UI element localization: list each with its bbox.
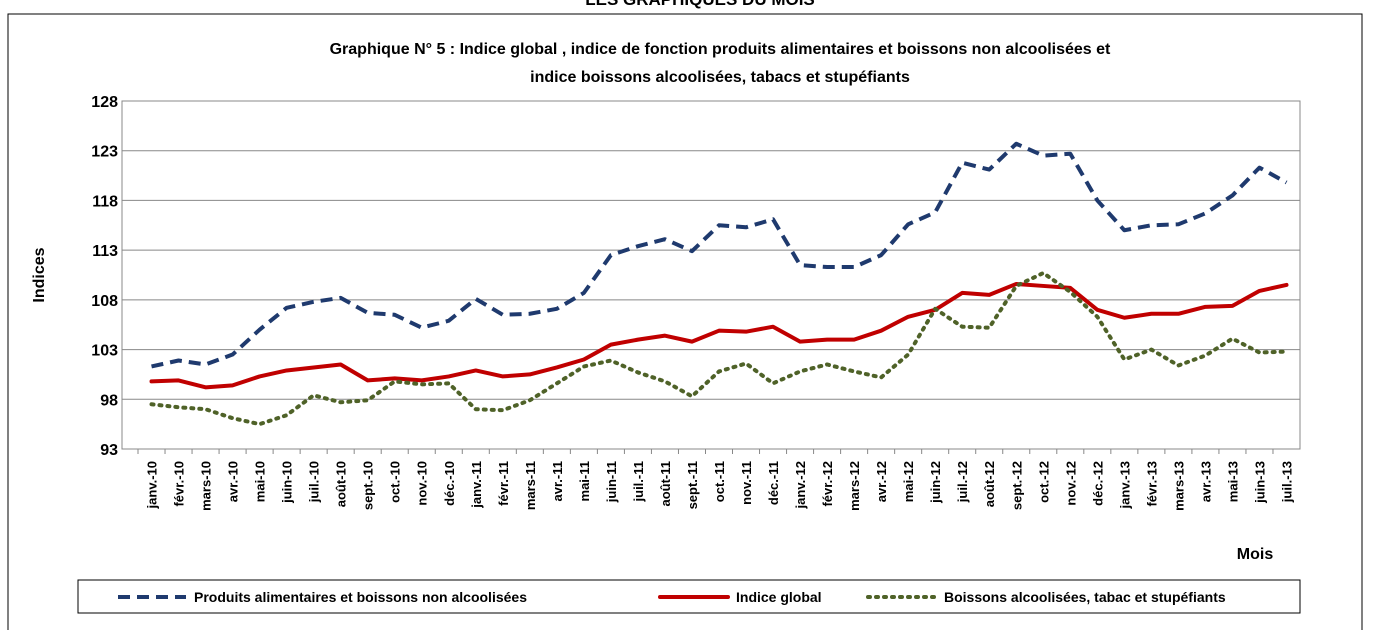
x-tick-label: juin-11 (604, 461, 619, 503)
x-tick-label: janv.-10 (145, 461, 160, 509)
legend-label: Produits alimentaires et boissons non al… (194, 589, 527, 605)
y-tick-label: 103 (91, 343, 118, 360)
x-tick-label: déc.-10 (442, 461, 457, 506)
x-tick-label: juin-12 (928, 461, 943, 504)
y-tick-label: 108 (91, 293, 118, 310)
plot-border (121, 100, 1301, 450)
x-tick-label: févr.-10 (172, 461, 187, 507)
x-tick-label: juil.-13 (1279, 461, 1294, 503)
chart-title: Graphique N° 5 : Indice global , indice … (330, 41, 1111, 58)
frame (7, 13, 1363, 630)
x-tick-label: juin-13 (1252, 461, 1267, 504)
x-tick-label: avr.-10 (226, 461, 241, 502)
x-tick-label: oct.-11 (712, 461, 727, 502)
x-tick-label: mai-13 (1225, 461, 1240, 502)
x-tick-label: mai-12 (901, 461, 916, 502)
x-tick-label: sept.-12 (1009, 461, 1024, 510)
y-tick-label: 98 (100, 392, 118, 409)
x-tick-label: juil.-12 (955, 461, 970, 503)
legend-label: Indice global (736, 589, 822, 605)
x-tick-label: août-10 (334, 461, 349, 507)
series-line (149, 271, 1289, 427)
x-tick-label: oct.-12 (1036, 461, 1051, 503)
y-tick-label: 128 (91, 94, 118, 111)
x-tick-label: oct.-10 (388, 461, 403, 503)
x-tick-label: mai-10 (253, 461, 268, 502)
y-tick-label: 93 (100, 442, 118, 459)
x-tick-label: déc.-12 (1090, 461, 1105, 506)
x-tick-label: mars-10 (199, 461, 214, 511)
x-tick-label: avr.-13 (1198, 461, 1213, 502)
series-line (149, 281, 1289, 390)
x-tick-label: août-11 (658, 461, 673, 507)
x-tick-label: mai-11 (577, 461, 592, 501)
x-tick-label: août-12 (982, 461, 997, 507)
y-axis-label: Indices (31, 247, 48, 302)
x-tick-label: déc.-11 (766, 461, 781, 505)
x-tick-label: avr.-11 (550, 461, 565, 502)
x-tick-label: sept.-11 (685, 461, 700, 509)
x-tick-label: avr.-12 (874, 461, 889, 502)
legend-label: Boissons alcoolisées, tabac et stupéfian… (944, 589, 1226, 605)
x-tick-label: juil.-10 (307, 461, 322, 503)
chart-subtitle: indice boissons alcoolisées, tabacs et s… (530, 69, 910, 86)
x-tick-label: janv.-11 (469, 461, 484, 509)
x-tick-label: juil.-11 (631, 461, 646, 502)
x-tick-label: mars-13 (1171, 461, 1186, 511)
x-tick-label: sept.-10 (361, 461, 376, 510)
y-tick-label: 123 (91, 144, 118, 161)
x-tick-label: nov.-12 (1063, 461, 1078, 506)
y-tick-label: 118 (92, 193, 118, 210)
series-line (151, 141, 1288, 369)
x-tick-label: janv.-12 (793, 461, 808, 509)
legend (77, 579, 1301, 614)
x-tick-label: nov.-11 (739, 461, 754, 505)
page-title: LES GRAPHIQUES DU MOIS (585, 0, 815, 9)
x-tick-label: nov.-10 (415, 461, 430, 506)
x-axis-label: Mois (1237, 546, 1274, 563)
x-tick-label: mars-12 (847, 461, 862, 511)
x-tick-label: févr.-11 (496, 461, 511, 506)
y-tick-label: 113 (92, 243, 118, 260)
x-tick-label: févr.-13 (1144, 461, 1159, 507)
x-tick-label: janv.-13 (1117, 461, 1132, 509)
x-tick-label: mars-11 (523, 461, 538, 510)
x-tick-label: juin-10 (280, 461, 295, 504)
x-tick-label: févr.-12 (820, 461, 835, 507)
